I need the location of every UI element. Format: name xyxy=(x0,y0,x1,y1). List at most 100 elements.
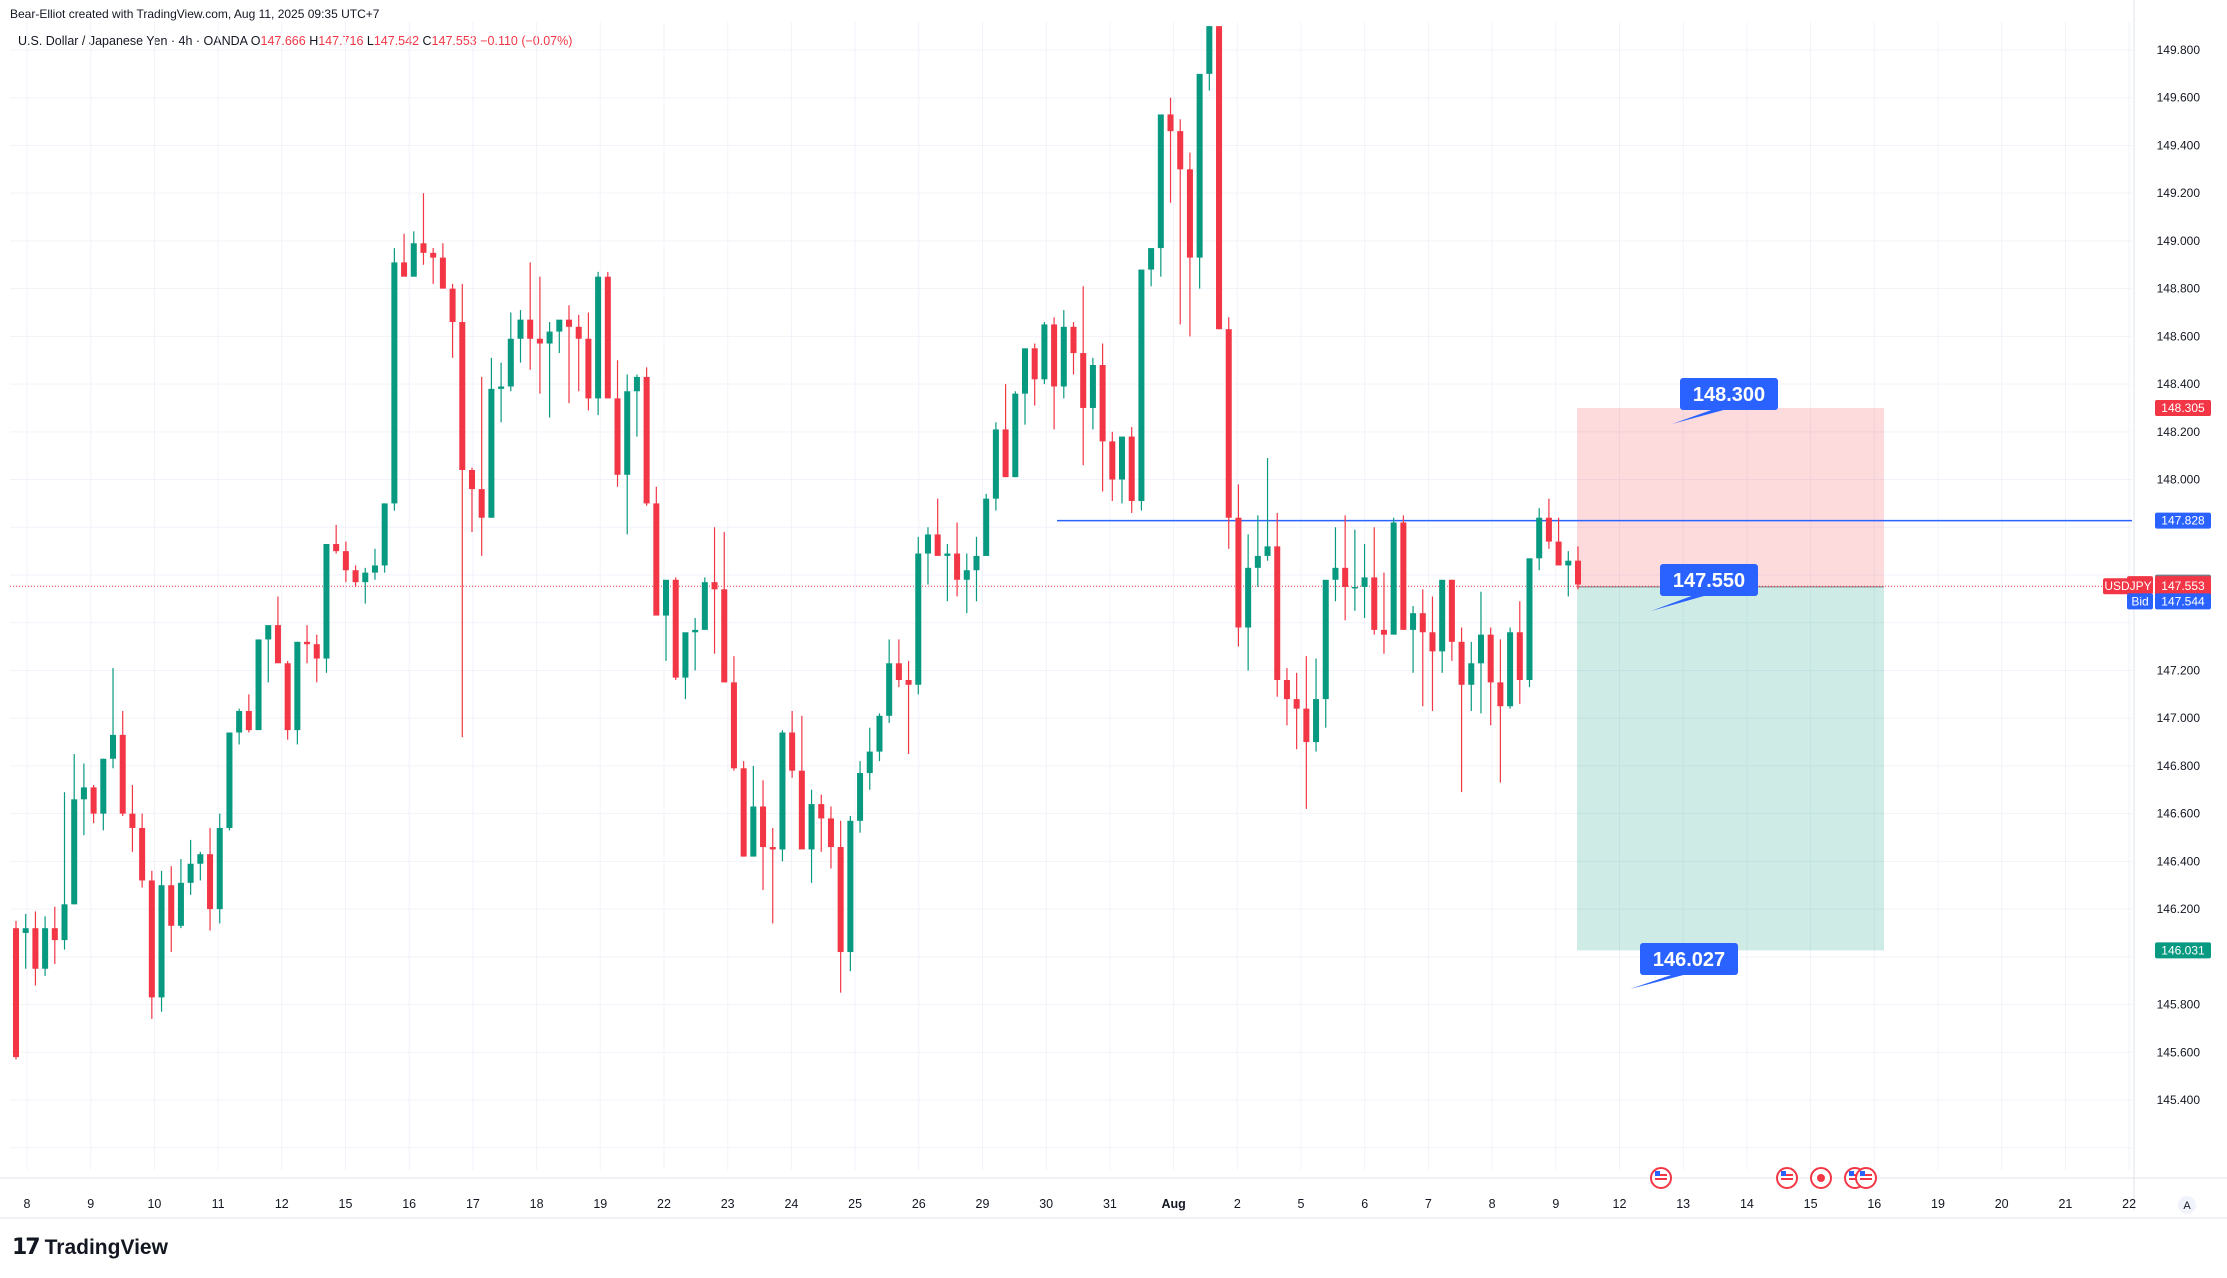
candle-body xyxy=(527,319,534,339)
symbol-badge: USDJPY xyxy=(2104,579,2151,593)
candle-body xyxy=(342,551,349,571)
y-tick-label: 149.400 xyxy=(2157,138,2201,152)
line-axis-badge: 147.828 xyxy=(2161,514,2205,528)
candle-body xyxy=(187,863,194,883)
candle-body xyxy=(1448,579,1455,642)
candle-body xyxy=(1206,26,1213,74)
flag-icon-stripe xyxy=(1860,1178,1872,1180)
candle-body xyxy=(663,579,670,616)
x-tick-label: 5 xyxy=(1298,1197,1305,1211)
stop-loss-zone[interactable] xyxy=(1577,407,1884,587)
candle-body xyxy=(12,928,20,1058)
candle-body xyxy=(730,682,737,769)
y-tick-label: 146.400 xyxy=(2157,854,2201,868)
candle-body xyxy=(1439,579,1446,652)
x-tick-label: 19 xyxy=(1931,1197,1945,1211)
candle-body xyxy=(1138,269,1145,502)
x-tick-label: 2 xyxy=(1234,1197,1241,1211)
candle-body xyxy=(80,787,87,800)
y-tick-label: 149.200 xyxy=(2157,186,2201,200)
target-callout-box[interactable] xyxy=(1640,943,1738,975)
x-tick-label: 15 xyxy=(1804,1197,1818,1211)
flag-icon-stripe xyxy=(1655,1178,1667,1180)
candle-body xyxy=(139,827,146,881)
x-tick-label: 31 xyxy=(1103,1197,1117,1211)
close-value: 147.553 xyxy=(431,34,477,48)
candle-body xyxy=(294,641,301,731)
candle-body xyxy=(604,276,611,399)
candle-body xyxy=(439,257,446,289)
entry-callout-box[interactable] xyxy=(1660,564,1758,596)
flag-icon-canton xyxy=(1781,1171,1786,1176)
y-tick-label: 145.800 xyxy=(2157,998,2201,1012)
candle-body xyxy=(954,553,961,580)
stop-axis-badge: 148.305 xyxy=(2161,401,2205,415)
candle-body xyxy=(42,928,49,969)
auto-scale-button[interactable] xyxy=(2178,1196,2196,1214)
candle-body xyxy=(692,629,699,633)
y-tick-label: 145.600 xyxy=(2157,1045,2201,1059)
candle-body xyxy=(565,319,573,327)
candle-body xyxy=(1419,613,1426,633)
y-tick-label: 146.800 xyxy=(2157,759,2201,773)
y-tick-label: 149.000 xyxy=(2157,234,2201,248)
candle-body xyxy=(1157,114,1164,249)
candle-body xyxy=(536,338,543,344)
x-tick-label: 20 xyxy=(1995,1197,2009,1211)
candle-body xyxy=(866,751,873,774)
candle-body xyxy=(1351,586,1358,589)
flag-icon-canton xyxy=(1860,1171,1865,1176)
candle-body xyxy=(1565,560,1572,566)
open-value: 147.666 xyxy=(260,34,306,48)
candle-body xyxy=(1545,517,1552,542)
candle-body xyxy=(876,715,883,752)
candle-body xyxy=(371,565,378,573)
x-tick-label: 10 xyxy=(147,1197,161,1211)
candle-body xyxy=(507,338,514,387)
candle-body xyxy=(1177,131,1184,170)
candle-body xyxy=(1371,577,1378,630)
candle-body xyxy=(1458,641,1465,685)
flag-icon-canton xyxy=(1655,1171,1660,1176)
candle-body xyxy=(779,732,786,850)
bid-value: 147.544 xyxy=(2161,594,2205,608)
chart-legend: U.S. Dollar / Japanese Yen · 4h · OANDA … xyxy=(18,34,572,48)
candle-body xyxy=(701,582,708,630)
candle-body xyxy=(934,534,941,556)
candle-body xyxy=(323,543,330,659)
candle-body xyxy=(711,582,718,590)
candle-body xyxy=(721,589,728,683)
high-value: 147.716 xyxy=(318,34,364,48)
low-value: 147.542 xyxy=(373,34,420,48)
candle-body xyxy=(1225,329,1232,518)
symbol-title[interactable]: U.S. Dollar / Japanese Yen · 4h · OANDA xyxy=(18,34,248,48)
candle-body xyxy=(973,555,980,571)
x-tick-label: 24 xyxy=(784,1197,798,1211)
y-tick-label: 146.600 xyxy=(2157,807,2201,821)
candle-body xyxy=(110,734,117,759)
candle-body xyxy=(944,553,951,556)
candle-body xyxy=(1380,629,1387,635)
high-label: H xyxy=(309,34,319,48)
close-label: C xyxy=(422,34,432,48)
stop-callout-box[interactable] xyxy=(1680,378,1778,410)
tradingview-logo[interactable]: 17 TradingView xyxy=(12,1235,168,1260)
x-tick-label: 29 xyxy=(976,1197,990,1211)
x-tick-label: 18 xyxy=(530,1197,544,1211)
take-profit-zone[interactable] xyxy=(1577,586,1884,951)
candle-body xyxy=(1186,169,1193,258)
x-tick-label: 22 xyxy=(657,1197,671,1211)
candle-body xyxy=(1313,699,1320,743)
candle-body xyxy=(808,804,815,850)
x-tick-label: 16 xyxy=(402,1197,416,1211)
candle-body xyxy=(90,787,97,814)
candle-body xyxy=(789,732,796,771)
candle-body xyxy=(168,885,175,926)
candle-body xyxy=(1526,558,1533,680)
candle-body xyxy=(1507,632,1514,707)
candle-body xyxy=(284,663,291,731)
y-tick-label: 149.800 xyxy=(2157,43,2201,57)
candle-body xyxy=(1119,436,1126,480)
candle-body xyxy=(197,854,204,864)
